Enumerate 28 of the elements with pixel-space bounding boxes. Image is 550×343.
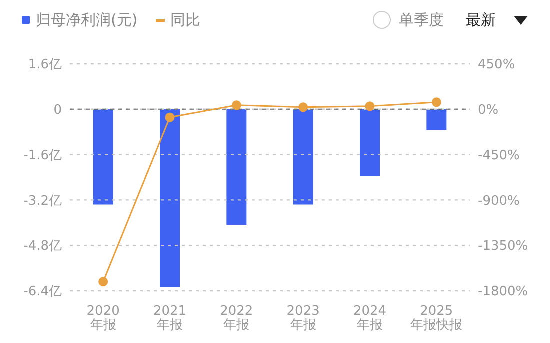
- y2-tick-label: -450%: [478, 148, 520, 164]
- point: [98, 277, 108, 287]
- y2-tick-label: -900%: [478, 194, 520, 209]
- y-tick-label: -3.2亿: [24, 194, 62, 209]
- x-tick-label: 2025 年报快报: [410, 304, 463, 333]
- point: [432, 98, 442, 108]
- point: [165, 112, 175, 122]
- point: [232, 100, 242, 110]
- legend-label: 归母净利润(元): [36, 10, 138, 30]
- x-tick-label: 2021 年报: [153, 304, 187, 333]
- x-tick-label: 2024 年报: [353, 304, 387, 333]
- x-tick-label: 2020 年报: [86, 304, 120, 333]
- text: 单季度: [399, 10, 444, 30]
- x-tick-label: 2023 年报: [286, 304, 320, 333]
- y-tick-label: -6.4亿: [24, 284, 62, 300]
- y-tick-label: -1.6亿: [24, 148, 62, 164]
- y2-tick-label: -1350%: [478, 239, 528, 254]
- point: [298, 102, 308, 112]
- legend-label: 同比: [170, 10, 201, 30]
- text: 最新: [466, 10, 496, 30]
- y-tick-label: -4.8亿: [24, 239, 62, 254]
- y-tick-label: 0: [54, 103, 62, 118]
- y-tick-label: 1.6亿: [28, 58, 62, 73]
- y2-tick-label: -1800%: [478, 284, 528, 300]
- x-tick-label: 2022 年报: [220, 304, 254, 333]
- y2-tick-label: 0%: [478, 103, 499, 118]
- point: [365, 102, 375, 112]
- y2-tick-label: 450%: [478, 58, 516, 73]
